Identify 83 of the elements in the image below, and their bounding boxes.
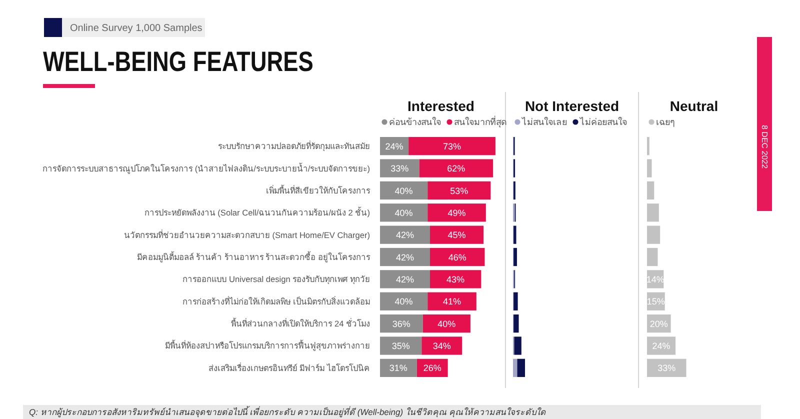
text: WELL-BEING FEATURES xyxy=(43,46,314,78)
bar xyxy=(380,159,420,178)
y-tick-label: มีพื้นที่ห้องสปาหรือโปรแกรมบริการการฟื้นฟูสุขภาพร่างกาย xyxy=(165,340,370,352)
y-tick-label: เพิ่มพื้นที่สีเขียวให้กับโครงการ xyxy=(266,184,371,196)
bar xyxy=(380,314,423,333)
bar xyxy=(647,226,660,244)
data-label: 62% xyxy=(447,164,466,174)
bar xyxy=(428,181,491,200)
bar xyxy=(380,181,428,200)
bar xyxy=(647,204,659,222)
bar xyxy=(514,336,522,355)
legend-label: ไม่สนใจเลย xyxy=(521,117,567,127)
bar xyxy=(380,248,430,266)
data-label: 24% xyxy=(652,341,670,352)
bar xyxy=(514,248,517,266)
data-label: 24% xyxy=(385,141,404,152)
data-label: 42% xyxy=(396,252,414,262)
bar xyxy=(380,292,428,310)
bar xyxy=(428,292,476,310)
bar xyxy=(419,159,494,178)
bar xyxy=(513,358,518,377)
data-label: 53% xyxy=(450,186,468,196)
bar xyxy=(647,248,658,266)
bar xyxy=(647,181,654,200)
y-tick-label: การก่อสร้างที่ไม่ก่อให้เกิดมลพิษ เป็นมิตรกับสิ่งแวดล้อม xyxy=(182,295,370,306)
bar xyxy=(430,248,485,266)
y-tick-label: การจัดการระบบสาธารณูปโภคในโครงการ (นำสายไฟลงดิน/ระบบระบายน้ำ/ระบบจัดการขยะ) xyxy=(42,162,370,174)
data-label: 35% xyxy=(392,341,410,352)
data-label: 40% xyxy=(394,186,413,196)
data-label: 40% xyxy=(394,208,413,218)
bar xyxy=(380,270,430,288)
data-label: 26% xyxy=(423,363,442,374)
bar xyxy=(430,270,482,288)
y-tick-label: ส่งเสริมเรื่องเกษตรอินทรีย์ มีฟาร์ม ไฮโดรโปนิค xyxy=(208,362,370,373)
y-tick-label: ระบบรักษาความปลอดภัยที่รัดกุมและทันสมัย xyxy=(218,140,370,152)
data-label: 42% xyxy=(396,274,414,284)
bar xyxy=(647,159,652,178)
data-label: 45% xyxy=(448,230,466,240)
bar xyxy=(408,137,496,156)
chart-title: Neutral xyxy=(670,98,718,114)
bar xyxy=(422,336,462,355)
y-tick-label: การประหยัดพลังงาน (Solar Cell/ฉนวนกันความร้อน/ผนัง 2 ชั้น) xyxy=(144,206,370,218)
bar xyxy=(647,358,686,377)
legend-label: เฉยๆ xyxy=(656,117,675,127)
text: 8 DEC 2022 xyxy=(760,125,769,170)
bar xyxy=(514,292,518,310)
data-label: 14% xyxy=(646,274,664,284)
bar xyxy=(422,314,470,333)
bar xyxy=(517,358,525,377)
bar xyxy=(514,226,516,244)
data-label: 36% xyxy=(392,318,410,329)
legend-label: ไม่ค่อยสนใจ xyxy=(579,117,627,127)
legend-label: ค่อนข้างสนใจ xyxy=(389,117,441,127)
data-label: 46% xyxy=(448,252,466,262)
y-tick-label: มีคอมมูนิตี้มอลล์ ร้านค้า ร้านอาหาร ร้านสะดวกซื้อ อยู่ในโครงการ xyxy=(136,251,371,263)
bar xyxy=(380,226,430,244)
legend-label: สนใจมากที่สุด xyxy=(454,115,507,128)
data-label: 33% xyxy=(390,164,409,174)
data-label: 41% xyxy=(442,296,462,307)
text: Online Survey 1,000 Samples xyxy=(70,23,202,34)
data-label: 40% xyxy=(394,296,413,307)
bar xyxy=(380,204,428,222)
data-label: 49% xyxy=(448,208,466,218)
y-tick-label: นวัตกรรมที่ช่วยอำนวยความสะดวกสบาย (Smart Home/EV Charger) xyxy=(124,228,370,240)
data-label: 33% xyxy=(658,363,676,374)
data-label: 43% xyxy=(446,274,465,284)
data-label: 15% xyxy=(646,296,665,307)
data-label: 73% xyxy=(442,141,462,152)
text: Q: หากผู้ประกอบการอสังหาริมทรัพย์นำเสนอจุดขายต่อไปนี้ เพื่อยกระดับ ความเป็นอยู่ที่ดี (Well-being) ในชีวิตคุณ คุณให้ความสนใจระดับใด xyxy=(29,406,546,418)
y-tick-label: การออกแบบ Universal design รองรับกับทุกเพศ ทุกวัย xyxy=(182,274,370,286)
bar xyxy=(380,336,422,355)
data-label: 42% xyxy=(396,230,414,240)
text: Not Interested xyxy=(524,98,620,114)
bar xyxy=(514,314,519,333)
data-label: 20% xyxy=(650,318,668,329)
data-label: 31% xyxy=(389,363,408,374)
bar xyxy=(428,204,486,222)
bar xyxy=(430,226,484,244)
data-label: 34% xyxy=(432,341,451,352)
bar xyxy=(380,358,417,377)
y-tick-label: พื้นที่ส่วนกลางที่เปิดให้บริการ 24 ชั่วโมง xyxy=(231,318,370,329)
chart-title: Interested xyxy=(408,98,474,114)
data-label: 40% xyxy=(438,318,456,329)
